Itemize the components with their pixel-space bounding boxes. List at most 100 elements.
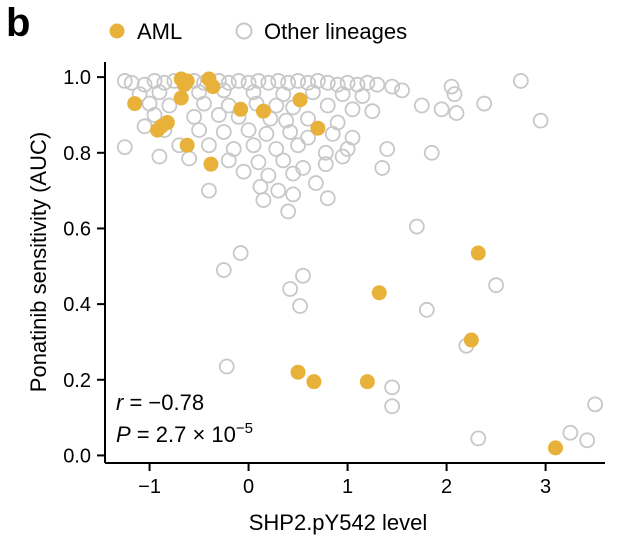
point-aml (255, 103, 271, 119)
point-other-lineage (305, 84, 321, 101)
point-aml (179, 137, 195, 153)
point-aml (470, 245, 486, 261)
point-other-lineage (156, 74, 173, 91)
point-aml (359, 374, 375, 390)
point-other-lineage (220, 152, 237, 169)
point-other-lineage (235, 163, 252, 180)
point-aml (127, 96, 143, 112)
point-other-lineage (270, 73, 287, 89)
point-other-lineage (280, 203, 297, 220)
point-other-lineage (413, 97, 430, 114)
point-other-lineage (300, 110, 316, 127)
point-other-lineage (319, 74, 336, 91)
r-label: r (116, 390, 125, 415)
y-tick-label: 0.6 (63, 218, 91, 240)
panel-label: b (6, 1, 30, 45)
x-tick-label: 2 (441, 476, 452, 498)
point-other-lineage (201, 182, 217, 199)
point-other-lineage (215, 262, 232, 278)
point-other-lineage (384, 78, 401, 95)
x-tick-label: 0 (243, 476, 254, 498)
point-other-lineage (240, 122, 257, 138)
point-other-lineage (324, 125, 341, 142)
p-annotation: P = 2.7 × 10−5 (116, 420, 253, 447)
point-other-lineage (232, 245, 249, 261)
point-other-lineage (196, 95, 212, 112)
point-other-lineage (587, 396, 603, 413)
point-other-lineage (300, 129, 316, 146)
point-other-lineage (290, 73, 306, 89)
x-ticks: −1 0 1 2 3 (138, 463, 551, 498)
point-aml (371, 285, 387, 301)
p-label: P (116, 422, 131, 447)
point-other-lineage (488, 277, 504, 294)
point-other-lineage (334, 148, 351, 165)
point-other-lineage (146, 107, 163, 123)
point-other-lineage (268, 141, 285, 157)
point-other-lineage (151, 84, 168, 101)
point-aml (310, 120, 326, 136)
point-other-lineage (240, 74, 257, 91)
point-other-lineage (317, 144, 334, 161)
point-other-lineage (512, 73, 529, 89)
point-other-lineage (255, 192, 272, 208)
point-other-lineage (532, 112, 549, 129)
point-other-lineage (278, 112, 295, 129)
point-other-lineage (116, 139, 133, 156)
point-aml (547, 440, 563, 456)
point-other-lineage (260, 167, 277, 184)
legend: AML Other lineages (109, 19, 407, 44)
point-other-lineage (250, 154, 267, 171)
point-other-lineage (116, 73, 133, 89)
legend-marker-aml (109, 23, 125, 39)
point-other-lineage (245, 137, 262, 154)
point-other-lineage (275, 86, 292, 103)
point-other-lineage (230, 73, 247, 89)
point-other-lineage (282, 281, 299, 297)
y-axis-title: Ponatinib sensitivity (AUC) (26, 132, 51, 392)
point-other-lineage (364, 103, 381, 120)
point-other-lineage (218, 358, 235, 375)
point-other-lineage (258, 125, 275, 142)
point-other-lineage (186, 108, 203, 125)
point-aml (149, 122, 165, 138)
point-other-lineage (319, 190, 336, 207)
point-other-lineage (354, 88, 371, 104)
point-other-lineage (384, 398, 401, 415)
x-tick-label: 3 (540, 476, 551, 498)
point-other-lineage (191, 122, 207, 138)
point-other-lineage (210, 107, 227, 123)
point-other-lineage (448, 105, 465, 121)
point-other-lineage (215, 124, 232, 140)
stats-annotation: r = −0.78 P = 2.7 × 10−5 (116, 390, 253, 447)
legend-label-aml: AML (137, 19, 182, 44)
point-other-lineage (476, 95, 493, 112)
point-other-lineage (470, 430, 487, 447)
point-aml (173, 90, 189, 106)
point-other-lineage (394, 82, 410, 99)
point-other-lineage (379, 141, 396, 157)
axes: −1 0 1 2 3 0.0 0.2 0.4 0.6 0.8 1.0 (63, 62, 605, 498)
y-tick-label: 0.8 (63, 143, 91, 165)
point-other-lineage (329, 76, 346, 93)
r-value: = −0.78 (123, 390, 204, 415)
point-other-lineage (446, 86, 463, 103)
point-other-lineage (369, 76, 386, 93)
point-aml (205, 79, 221, 95)
point-other-lineage (201, 137, 217, 154)
point-other-lineage (344, 101, 361, 118)
point-other-lineage (359, 74, 376, 91)
point-other-lineage (334, 86, 351, 103)
point-other-lineage (268, 97, 285, 114)
x-axis-title: SHP2.pY542 level (249, 510, 428, 535)
x-tick-label: −1 (138, 476, 161, 498)
point-aml (463, 332, 479, 348)
point-aml (290, 364, 306, 380)
point-other-lineage (579, 432, 596, 449)
point-aml (203, 156, 219, 172)
point-other-lineage (562, 424, 579, 441)
point-aml (292, 92, 308, 108)
point-other-lineage (252, 178, 269, 195)
data-points (116, 71, 603, 456)
